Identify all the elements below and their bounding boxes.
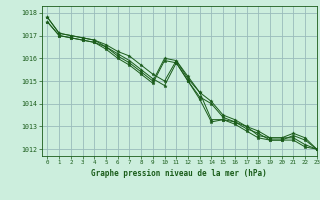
X-axis label: Graphe pression niveau de la mer (hPa): Graphe pression niveau de la mer (hPa) — [91, 169, 267, 178]
